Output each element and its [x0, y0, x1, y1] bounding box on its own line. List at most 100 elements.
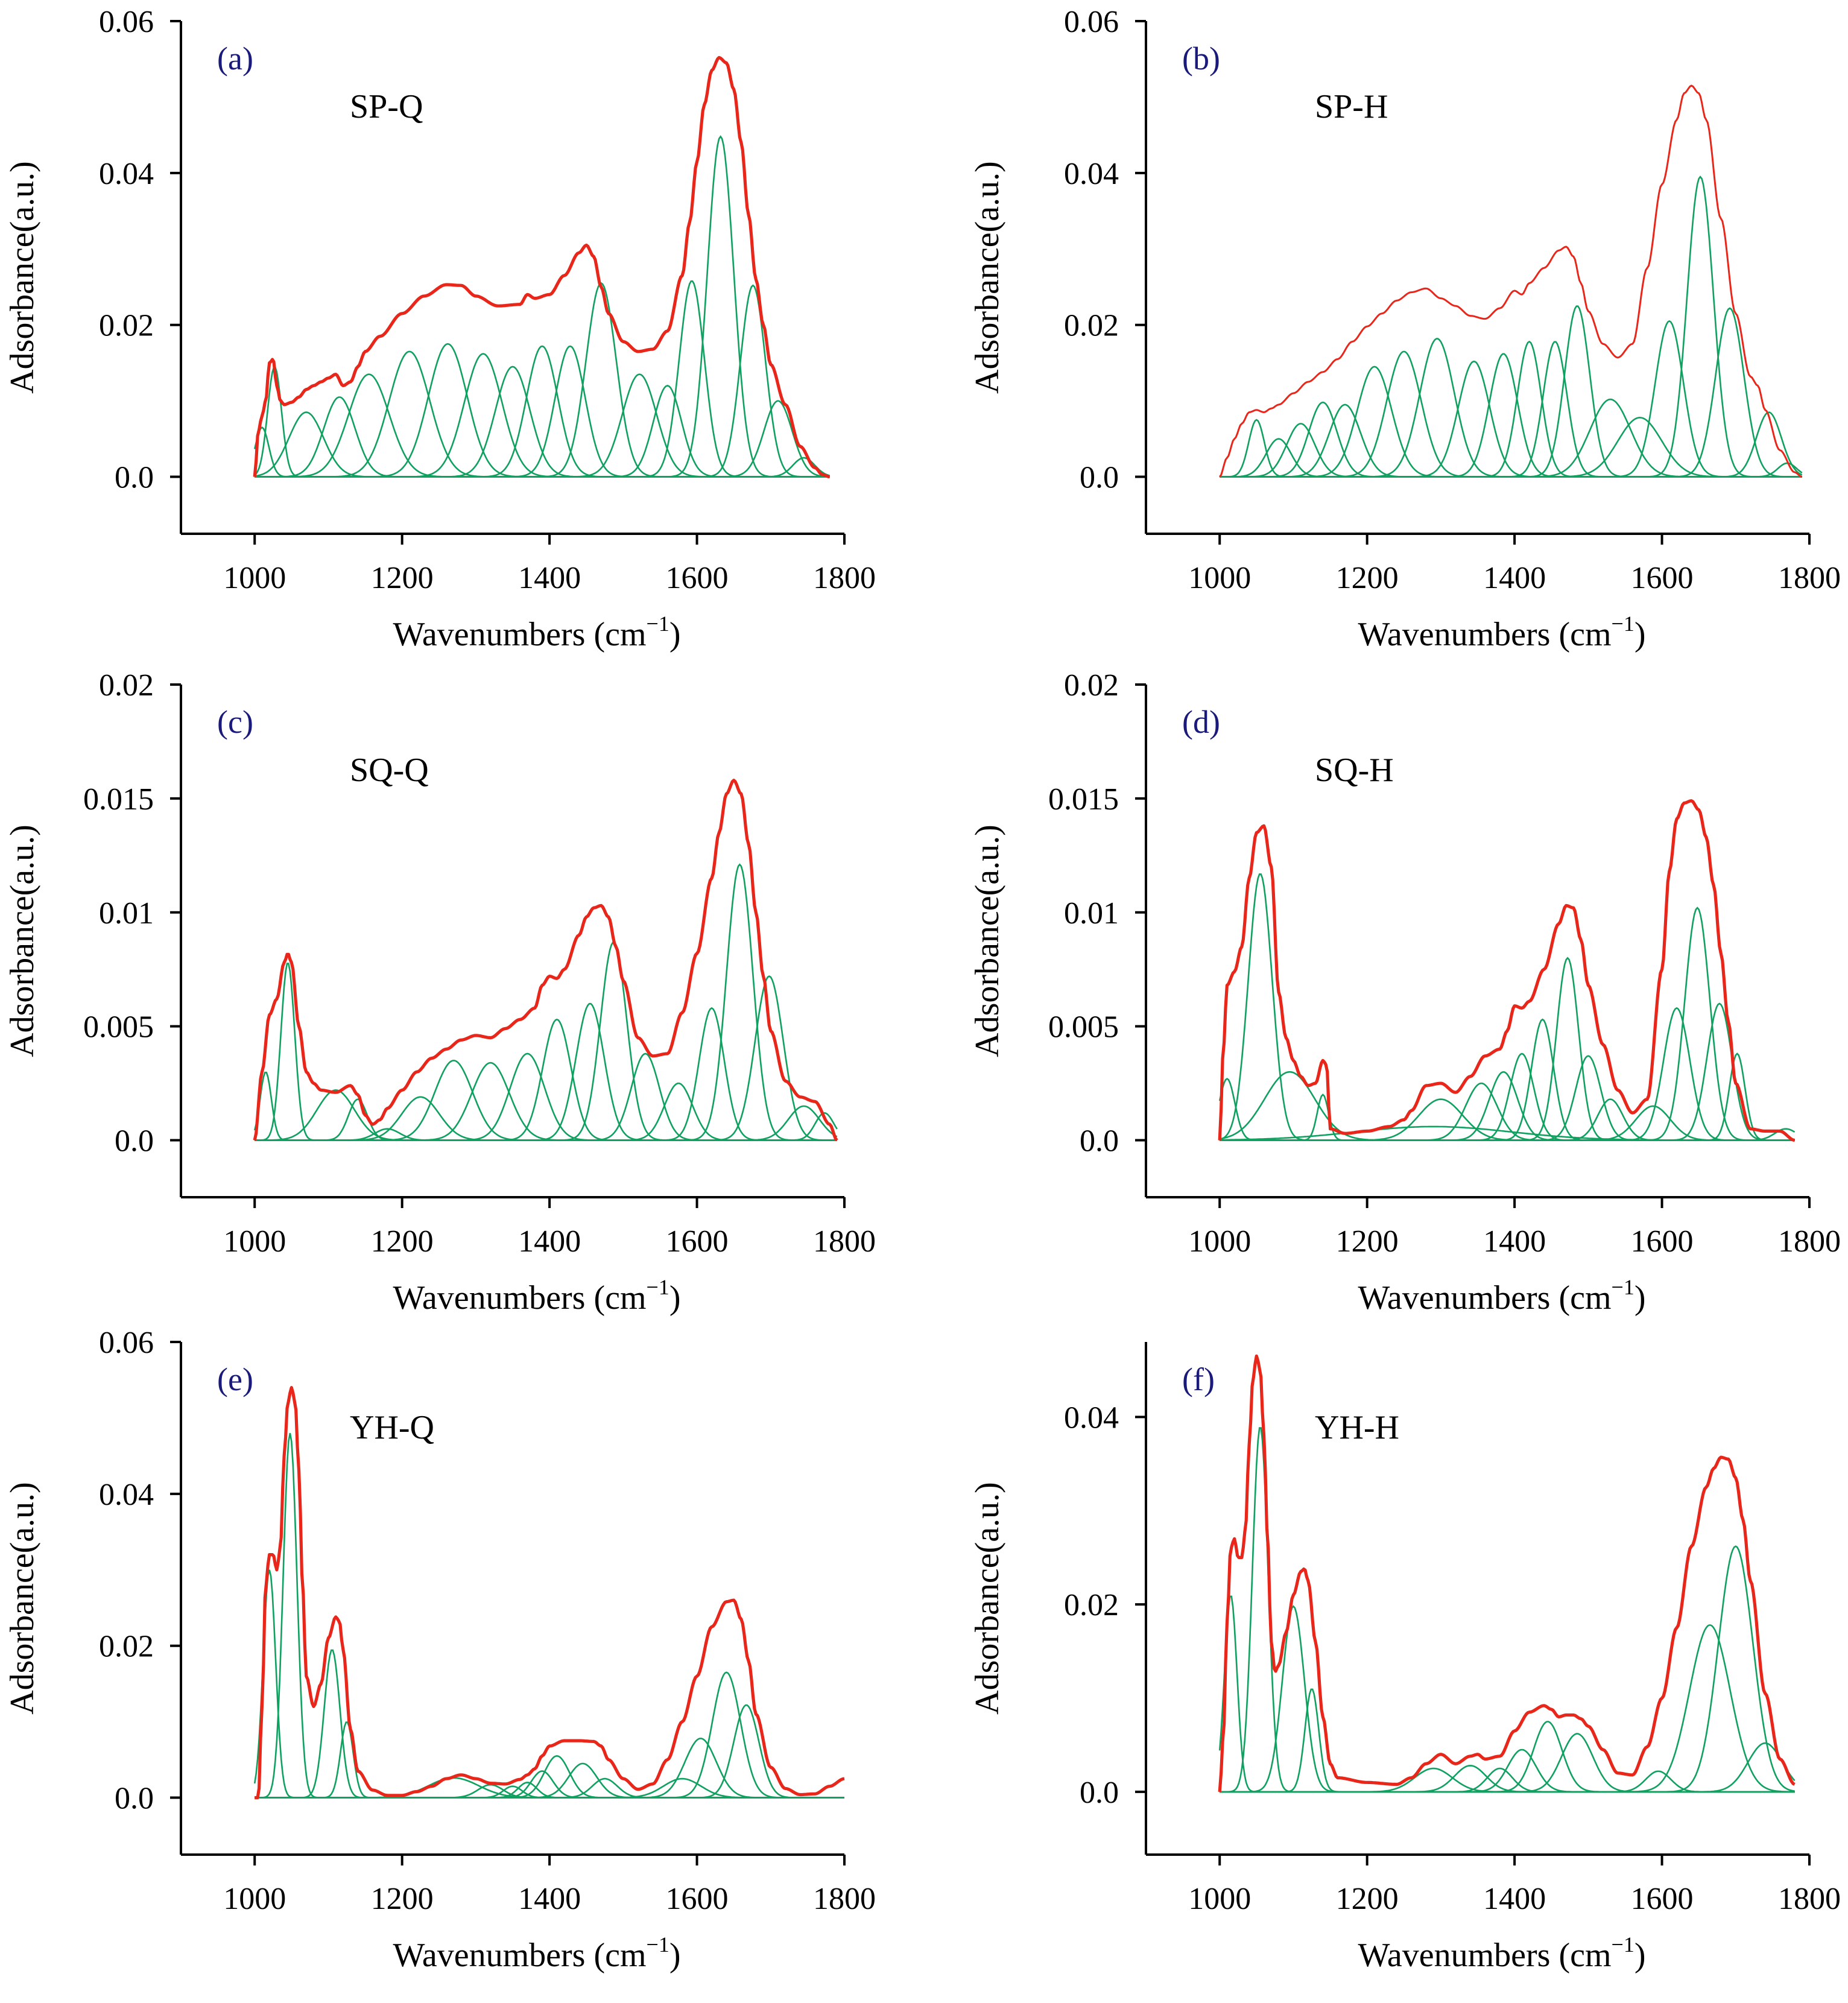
- component-band-line: [1220, 462, 1803, 478]
- component-band-line: [1220, 1767, 1795, 1793]
- component-band-line: [1220, 305, 1802, 478]
- sample-name: SP-H: [1315, 88, 1388, 125]
- x-tick-label: 1200: [1336, 1224, 1399, 1259]
- sample-name: YH-H: [1315, 1409, 1399, 1446]
- y-tick-label: 0.02: [99, 668, 154, 703]
- component-band-line: [1220, 907, 1795, 1141]
- x-tick-label: 1000: [1188, 1882, 1251, 1916]
- x-tick-label: 1200: [371, 1882, 434, 1916]
- y-tick-label: 0.0: [115, 1782, 154, 1816]
- y-tick-label: 0.0: [1080, 461, 1119, 495]
- y-axis-title: Adsorbance(a.u.): [969, 824, 1006, 1057]
- fitted-envelope-line: [1218, 1354, 1796, 1793]
- x-tick-label: 1600: [666, 1224, 729, 1259]
- x-tick-label: 1200: [371, 561, 434, 595]
- chart-panel-2: 1000 1200 1400 1600 1800 0.0 0.005 0.01 0.015 0.0…: [4, 668, 876, 1317]
- x-tick-label: 1000: [1188, 561, 1251, 595]
- x-tick-label: 1400: [518, 561, 581, 595]
- x-tick-label: 1800: [813, 1882, 876, 1916]
- component-band-line: [255, 1704, 844, 1799]
- component-band-line: [255, 1059, 837, 1141]
- component-band-line: [255, 1112, 838, 1141]
- y-tick-label: 0.01: [1064, 896, 1119, 931]
- component-band-line: [255, 373, 830, 478]
- y-tick-label: 0.0: [115, 461, 154, 495]
- component-band-line: [1220, 338, 1802, 478]
- x-tick-label: 1800: [813, 1224, 876, 1259]
- panel-label: (a): [217, 40, 253, 77]
- fitted-envelope-line: [255, 1386, 845, 1800]
- fitted-envelope-line: [253, 779, 838, 1142]
- component-band-line: [255, 1052, 837, 1141]
- component-band-line: [1220, 416, 1802, 478]
- y-tick-label: 0.02: [1064, 309, 1119, 343]
- fitted-envelope-line: [1219, 84, 1803, 478]
- y-tick-label: 0.005: [1048, 1010, 1119, 1045]
- component-band-line: [255, 941, 837, 1141]
- component-band-line: [1220, 411, 1803, 478]
- x-tick-label: 1600: [1631, 561, 1694, 595]
- x-axis-title: Wavenumbers (cm−1): [393, 612, 681, 653]
- sample-name: YH-Q: [350, 1409, 434, 1446]
- panel-label: (d): [1182, 704, 1220, 740]
- y-tick-label: 0.02: [99, 309, 154, 343]
- y-axis-title: Adsorbance(a.u.): [969, 1482, 1006, 1715]
- component-band-line: [1220, 1052, 1795, 1141]
- y-tick-label: 0.04: [1064, 157, 1119, 191]
- fitted-envelope-line: [253, 55, 831, 479]
- component-band-line: [255, 975, 837, 1141]
- y-tick-label: 0.005: [83, 1010, 154, 1045]
- x-axis-title: Wavenumbers (cm−1): [1358, 612, 1646, 653]
- y-tick-label: 0.015: [1048, 782, 1119, 817]
- x-tick-label: 1600: [666, 561, 729, 595]
- x-tick-label: 1400: [518, 1224, 581, 1259]
- y-tick-label: 0.04: [1064, 1400, 1119, 1435]
- component-band-line: [255, 353, 830, 478]
- x-tick-label: 1200: [371, 1224, 434, 1259]
- y-tick-label: 0.0: [115, 1124, 154, 1159]
- component-band-line: [1220, 320, 1802, 478]
- component-band-line: [1220, 1018, 1795, 1141]
- component-band-line: [255, 1089, 837, 1141]
- y-tick-label: 0.06: [1064, 5, 1119, 39]
- x-tick-label: 1600: [1631, 1224, 1694, 1259]
- x-axis-title: Wavenumbers (cm−1): [393, 1275, 681, 1317]
- component-band-line: [1220, 307, 1802, 478]
- component-band-line: [1220, 403, 1802, 478]
- chart-panel-5: 1000 1200 1400 1600 1800 0.0 0.02 0.04 Wavenumbe…: [969, 1342, 1841, 1974]
- fitted-envelope-line: [1218, 799, 1796, 1142]
- x-axis-title: Wavenumbers (cm−1): [1358, 1932, 1646, 1974]
- component-band-line: [1220, 1002, 1795, 1141]
- sample-name: SQ-H: [1315, 752, 1394, 789]
- component-band-line: [255, 343, 830, 478]
- component-band-line: [1220, 438, 1802, 478]
- component-band-line: [1220, 1605, 1795, 1793]
- x-tick-label: 1800: [1778, 561, 1841, 595]
- sample-name: SQ-Q: [350, 752, 429, 789]
- x-tick-label: 1400: [1483, 1882, 1546, 1916]
- component-band-line: [255, 373, 830, 478]
- x-tick-label: 1600: [1631, 1882, 1694, 1916]
- x-tick-label: 1000: [223, 1224, 286, 1259]
- y-tick-label: 0.0: [1080, 1776, 1119, 1810]
- component-band-line: [1220, 341, 1802, 478]
- component-band-line: [255, 350, 830, 478]
- component-band-line: [1220, 1770, 1795, 1793]
- x-tick-label: 1400: [1483, 1224, 1546, 1259]
- component-band-line: [255, 1105, 838, 1141]
- panel-label: (c): [217, 704, 253, 740]
- x-tick-label: 1800: [813, 561, 876, 595]
- component-band-line: [1220, 1721, 1795, 1793]
- x-tick-label: 1400: [518, 1882, 581, 1916]
- component-band-line: [255, 1762, 844, 1799]
- component-band-line: [255, 457, 830, 478]
- component-band-line: [255, 345, 830, 478]
- component-band-line: [255, 345, 830, 478]
- x-tick-label: 1200: [1336, 1882, 1399, 1916]
- component-band-line: [254, 411, 830, 478]
- y-axis-title: Adsorbance(a.u.): [969, 161, 1006, 394]
- y-axis-title: Adsorbance(a.u.): [4, 824, 41, 1057]
- x-tick-label: 1400: [1483, 561, 1546, 595]
- y-tick-label: 0.06: [99, 1326, 154, 1360]
